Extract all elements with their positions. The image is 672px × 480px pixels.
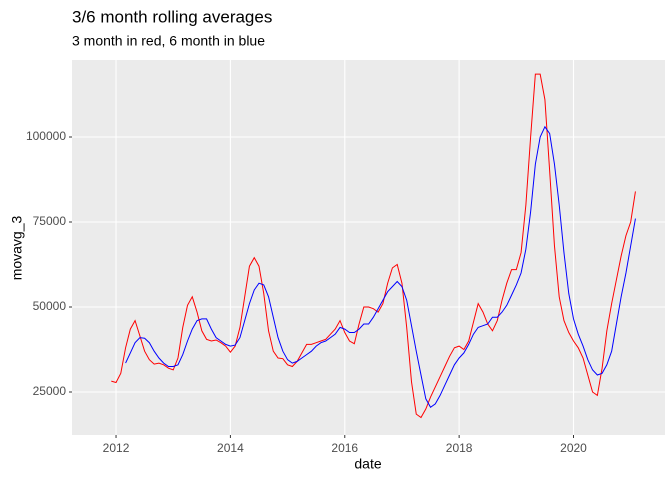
x-axis-label: date: [354, 456, 381, 472]
chart-subtitle: 3 month in red, 6 month in blue: [72, 33, 265, 49]
y-tick-label: 50000: [33, 299, 67, 313]
y-tick-label: 100000: [26, 129, 66, 143]
y-axis-label: movavg_3: [9, 215, 25, 280]
x-tick-label: 2020: [560, 441, 587, 455]
chart-title: 3/6 month rolling averages: [72, 7, 272, 26]
x-tick-label: 2016: [331, 441, 358, 455]
x-tick-label: 2018: [446, 441, 473, 455]
line-series: [111, 73, 636, 419]
line-series: [125, 125, 636, 409]
x-tick-label: 2014: [217, 441, 244, 455]
y-tick-label: 75000: [33, 214, 67, 228]
panel: [72, 60, 665, 435]
y-tick-label: 25000: [33, 384, 67, 398]
x-tick-label: 2012: [103, 441, 130, 455]
